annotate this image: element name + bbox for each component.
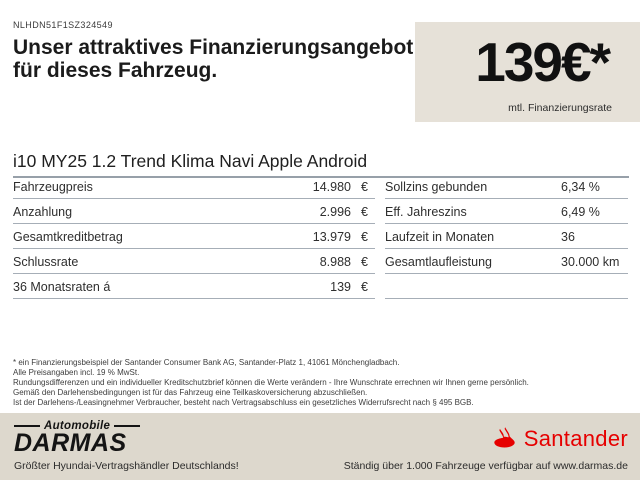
vehicle-vin: NLHDN51F1SZ324549 [13, 20, 113, 30]
table-row: Schlussrate 8.988 € [13, 249, 375, 274]
darmas-logo-rule-left-icon [14, 425, 40, 427]
monthly-rate-caption: mtl. Finanzierungsrate [508, 102, 612, 114]
row-label: Sollzins gebunden [385, 180, 488, 194]
darmas-logo-rule-right-icon [114, 425, 141, 427]
offer-headline-line2: für dieses Fahrzeug. [13, 59, 218, 82]
row-label: Schlussrate [13, 255, 79, 269]
disclaimer-line: Ist der Darlehens-/Leasingnehmer Verbrau… [13, 398, 474, 407]
darmas-logo: Automobile DARMAS [14, 420, 141, 457]
availability-claim: Ständig über 1.000 Fahrzeuge verfügbar a… [343, 460, 628, 472]
table-row: Sollzins gebunden 6,34 % [385, 174, 628, 199]
table-row-empty [385, 274, 628, 299]
row-label: Gesamtkreditbetrag [13, 230, 123, 244]
table-row: Eff. Jahreszins 6,49 % [385, 199, 628, 224]
monthly-rate-amount: 139€* [475, 31, 611, 93]
row-unit: € [361, 280, 368, 294]
row-value: 6,34 % [561, 180, 600, 194]
row-unit: € [361, 180, 368, 194]
row-label: 36 Monatsraten á [13, 280, 111, 294]
row-value: 6,49 % [561, 205, 600, 219]
vehicle-title: i10 MY25 1.2 Trend Klima Navi Apple Andr… [13, 151, 368, 171]
table-row: 36 Monatsraten á 139 € [13, 274, 375, 299]
row-label: Eff. Jahreszins [385, 205, 467, 219]
disclaimer-line: Rundungsdifferenzen und ein individuelle… [13, 378, 529, 387]
row-label: Fahrzeugpreis [13, 180, 93, 194]
table-row: Anzahlung 2.996 € [13, 199, 375, 224]
santander-wordmark: Santander [523, 426, 628, 451]
vehicle-title-row: i10 MY25 1.2 Trend Klima Navi Apple Andr… [13, 144, 629, 178]
row-unit: € [361, 230, 368, 244]
row-label: Laufzeit in Monaten [385, 230, 495, 244]
row-value: 139 [330, 280, 351, 294]
financing-table-left: Fahrzeugpreis 14.980 € Anzahlung 2.996 €… [13, 174, 375, 299]
row-unit: € [361, 255, 368, 269]
row-unit: € [361, 205, 368, 219]
footer-band: Automobile DARMAS Größter Hyundai-Vertra… [0, 413, 640, 480]
darmas-logo-subtext: Automobile [44, 420, 111, 432]
row-value: 8.988 [319, 255, 351, 269]
santander-flame-icon [494, 427, 515, 448]
table-row: Gesamtkreditbetrag 13.979 € [13, 224, 375, 249]
darmas-logo-wordmark: DARMAS [14, 429, 127, 457]
row-value: 36 [561, 230, 575, 244]
row-value: 14.980 [312, 180, 351, 194]
legal-disclaimer: * ein Finanzierungsbeispiel der Santande… [13, 358, 629, 408]
disclaimer-line: * ein Finanzierungsbeispiel der Santande… [13, 358, 400, 367]
disclaimer-line: Alle Preisangaben incl. 19 % MwSt. [13, 368, 140, 377]
financing-table-right: Sollzins gebunden 6,34 % Eff. Jahreszins… [385, 174, 628, 299]
row-value: 13.979 [312, 230, 351, 244]
table-row: Gesamtlaufleistung 30.000 km [385, 249, 628, 274]
disclaimer-line: Gemäß den Darlehensbedingungen ist für d… [13, 388, 368, 397]
dealer-claim: Größter Hyundai-Vertragshändler Deutschl… [14, 460, 239, 472]
darmas-logo-top: Automobile [14, 420, 141, 432]
table-row: Fahrzeugpreis 14.980 € [13, 174, 375, 199]
row-value: 2.996 [319, 205, 351, 219]
row-label: Anzahlung [13, 205, 73, 219]
santander-logo: Santander [491, 426, 628, 452]
row-value: 30.000 km [561, 255, 620, 269]
offer-headline: Unser attraktives Finanzierungsangebot f… [13, 36, 413, 82]
row-label: Gesamtlaufleistung [385, 255, 493, 269]
table-row: Laufzeit in Monaten 36 [385, 224, 628, 249]
offer-headline-line1: Unser attraktives Finanzierungsangebot [13, 36, 414, 59]
monthly-rate-badge: 139€* mtl. Finanzierungsrate [415, 22, 640, 122]
